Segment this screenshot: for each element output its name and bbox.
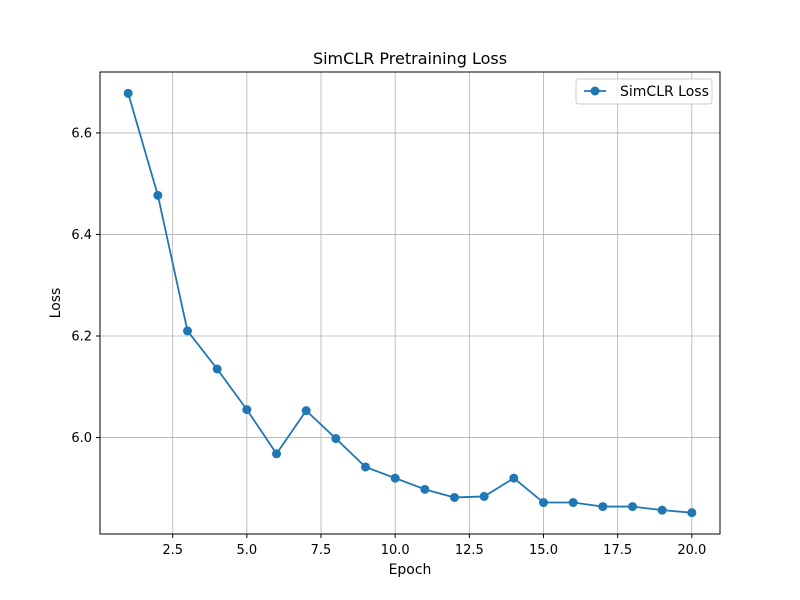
x-tick-label: 15.0: [529, 543, 558, 558]
x-axis-label: Epoch: [389, 562, 432, 578]
x-tick-label: 17.5: [603, 543, 632, 558]
data-point: [153, 190, 163, 200]
legend-frame: [575, 78, 713, 105]
y-tick-label: 6.6: [71, 126, 92, 141]
grid: [100, 72, 720, 534]
series-layer: [123, 88, 697, 518]
x-tick-label: 20.0: [677, 543, 706, 558]
y-axis-label: Loss: [48, 288, 64, 319]
x-tick-label: 2.5: [162, 543, 183, 558]
data-point: [272, 449, 282, 459]
y-tick-label: 6.0: [71, 431, 92, 446]
data-point: [568, 498, 578, 508]
data-point: [361, 462, 371, 472]
x-tick-label: 10.0: [381, 543, 410, 558]
data-point: [390, 473, 400, 483]
data-point: [449, 492, 459, 502]
data-point: [509, 473, 519, 483]
legend-marker-swatch: [590, 86, 600, 96]
data-point: [479, 491, 489, 501]
plot-frame: [99, 71, 721, 535]
data-point: [657, 505, 667, 515]
data-point: [123, 88, 133, 98]
y-tick-label: 6.4: [71, 228, 92, 243]
data-point: [183, 326, 193, 336]
data-point: [331, 434, 341, 444]
data-point: [212, 364, 222, 374]
data-point: [687, 508, 697, 518]
x-tick-label: 7.5: [311, 543, 332, 558]
chart-title: SimCLR Pretraining Loss: [313, 49, 507, 68]
data-point: [598, 502, 608, 512]
data-point: [420, 484, 430, 494]
data-point: [538, 498, 548, 508]
series-line-simclr-loss: [127, 93, 692, 514]
data-point: [242, 405, 252, 415]
data-point: [301, 406, 311, 416]
data-point: [627, 502, 637, 512]
ticks: 2.5 5.0 7.5 10.0 12.5 15.0 17.5 20.0 6.0 6.2 6.4 6.…: [71, 126, 706, 558]
y-tick-label: 6.2: [71, 330, 92, 345]
x-tick-label: 12.5: [455, 543, 484, 558]
x-tick-label: 5.0: [236, 543, 257, 558]
legend: SimCLR Loss: [575, 78, 713, 105]
legend-entry-simclr-loss: SimCLR Loss: [620, 84, 709, 100]
